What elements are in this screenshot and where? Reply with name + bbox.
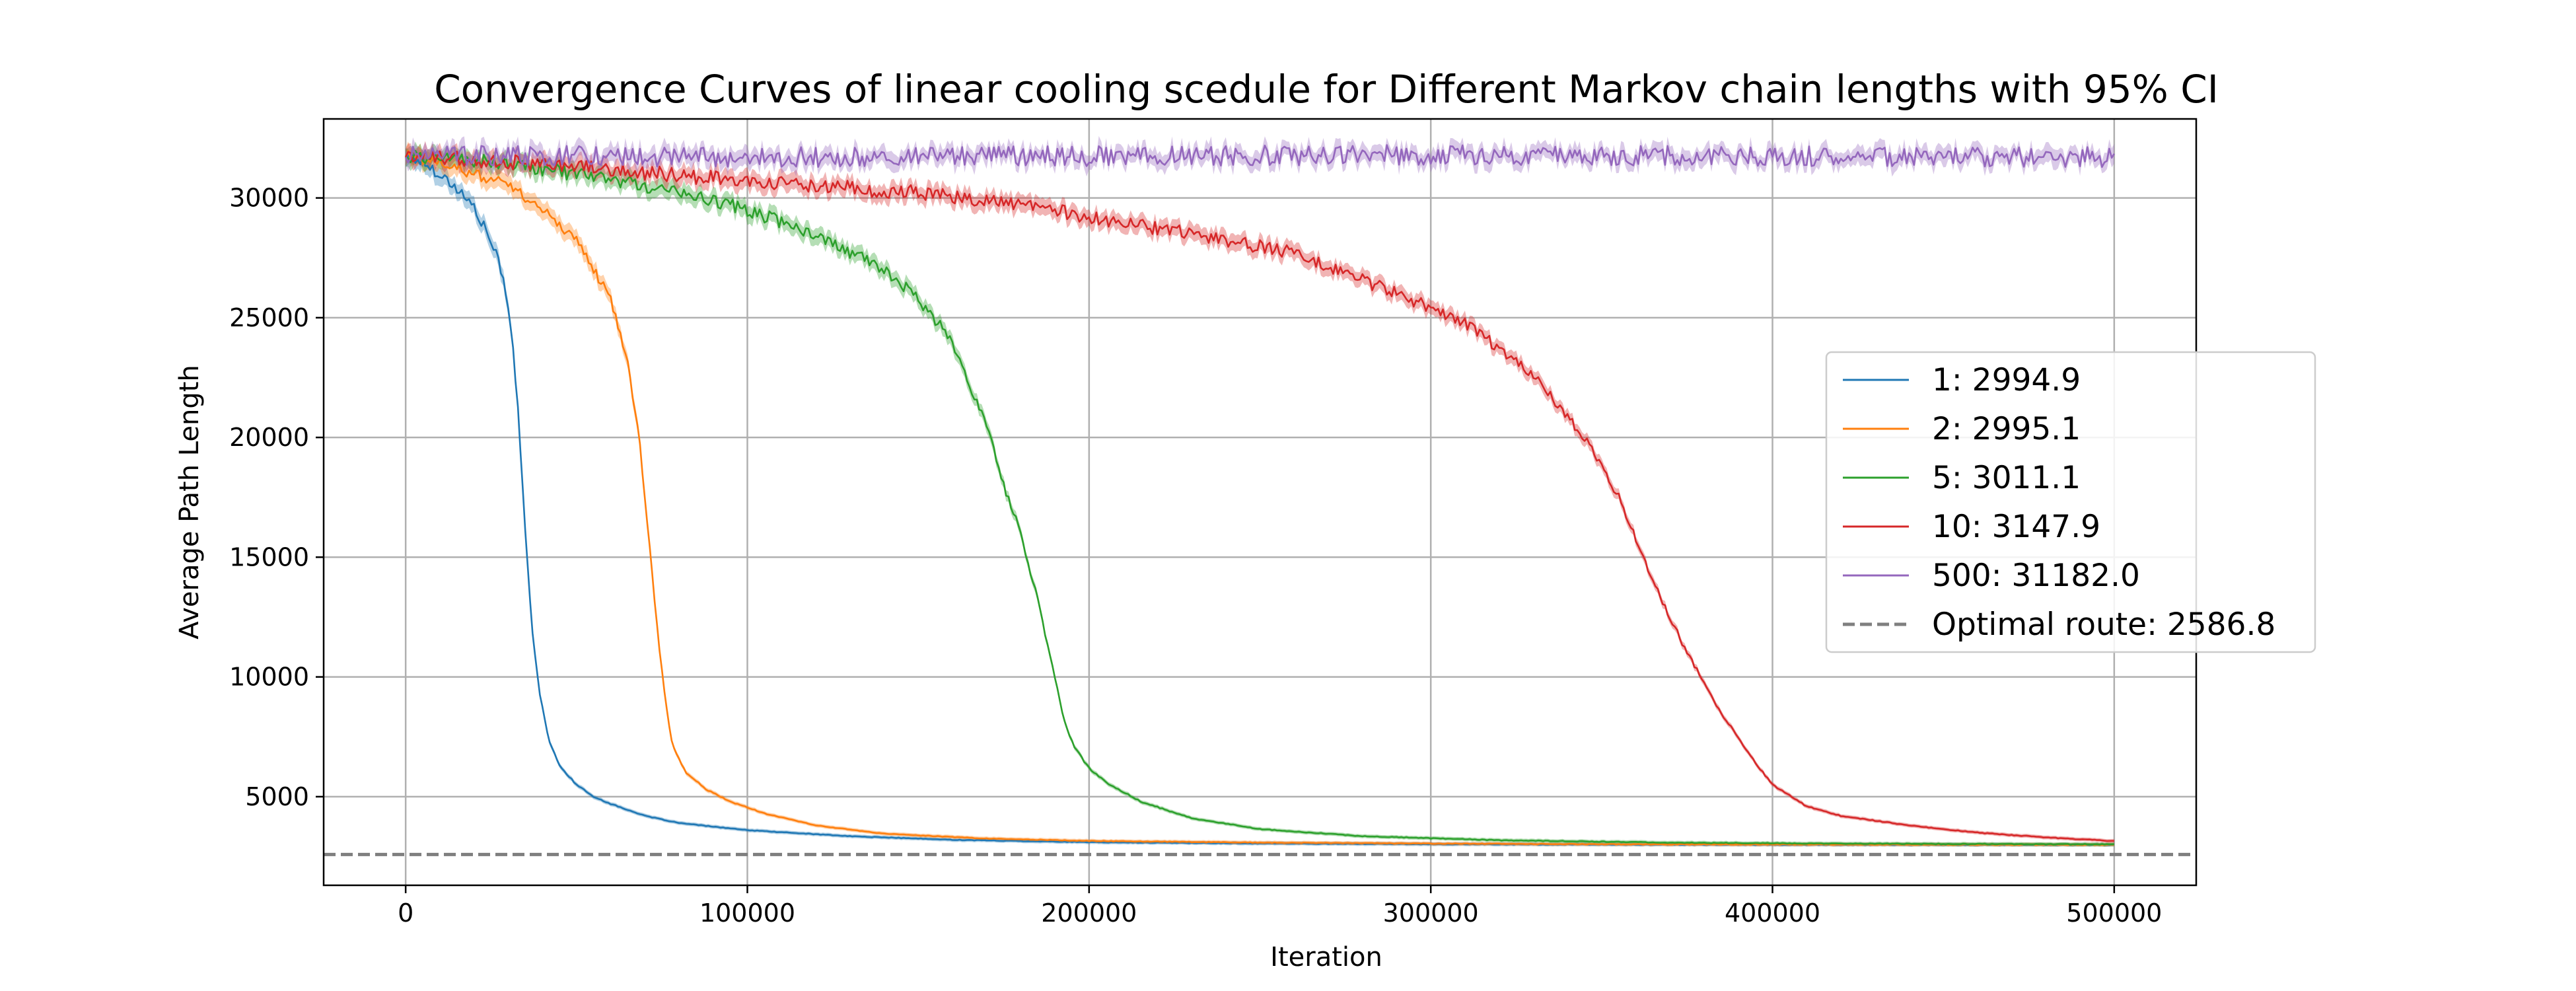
x-tick-label: 200000: [1041, 899, 1137, 928]
line-series-5: [405, 144, 2115, 168]
line-series-3: [405, 149, 2114, 846]
legend-label: 500: 31182.0: [1932, 558, 2140, 594]
legend-label: 1: 2994.9: [1932, 362, 2081, 398]
y-tick-label: 30000: [229, 184, 309, 213]
x-axis-ticks: 0 100000 200000 300000 400000 500000: [398, 885, 2162, 928]
legend-entry: 5: 3011.1: [1843, 460, 2081, 496]
legend-label: 2: 2995.1: [1932, 411, 2081, 447]
confidence-bands: [406, 135, 2114, 847]
x-tick-label: 400000: [1725, 899, 1820, 928]
y-tick-label: 10000: [229, 663, 309, 692]
x-tick-label: 100000: [699, 899, 795, 928]
x-tick-label: 500000: [2066, 899, 2162, 928]
legend-entry: 500: 31182.0: [1843, 558, 2140, 594]
x-tick-label: 300000: [1383, 899, 1479, 928]
x-tick-label: 0: [398, 899, 413, 928]
x-axis-label: Iteration: [1270, 942, 1382, 973]
y-tick-label: 20000: [229, 423, 309, 452]
legend-entry: 10: 3147.9: [1843, 509, 2100, 545]
legend-label: 5: 3011.1: [1932, 460, 2081, 496]
y-tick-label: 15000: [229, 542, 309, 571]
y-tick-label: 5000: [245, 782, 309, 811]
legend-label: Optimal route: 2586.8: [1932, 606, 2275, 643]
legend-entry: Optimal route: 2586.8: [1843, 606, 2275, 643]
legend-entry: 1: 2994.9: [1843, 362, 2081, 398]
chart-title: Convergence Curves of linear cooling sce…: [434, 67, 2219, 112]
line-series-4: [405, 149, 2114, 842]
legend-box: [1825, 351, 2316, 653]
legend-entry: 2: 2995.1: [1843, 411, 2081, 447]
y-axis-label: Average Path Length: [174, 365, 205, 640]
legend-label: 10: 3147.9: [1932, 509, 2100, 545]
ci-band-series-5: [406, 135, 2114, 177]
y-tick-label: 25000: [229, 303, 309, 332]
legend-entries: 1: 2994.9 2: 2995.1 5: 3011.1 10: 3147.9 500…: [1843, 362, 2275, 643]
y-axis-ticks: 5000 10000 15000 20000 25000 30000: [229, 184, 324, 811]
legend: 1: 2994.9 2: 2995.1 5: 3011.1 10: 3147.9 500…: [1825, 351, 2316, 653]
series-lines: [404, 144, 2115, 846]
